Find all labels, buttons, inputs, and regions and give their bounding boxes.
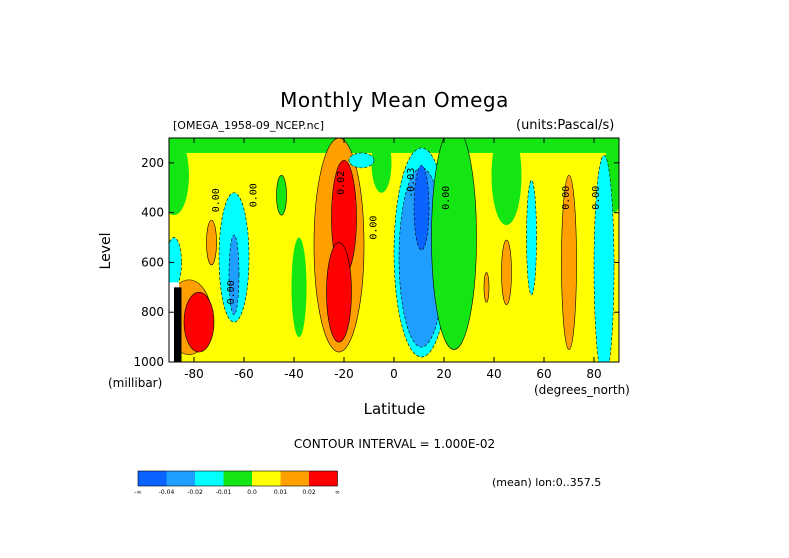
colorbar-label-4: 0.0 <box>247 489 257 496</box>
contour-label-1: 0.00 <box>249 183 260 207</box>
colorbar-label-2: -0.02 <box>187 489 203 496</box>
colorbar-swatch-3 <box>223 471 252 486</box>
field-band-3 <box>491 138 522 226</box>
colorbar-label-1: -0.04 <box>159 489 175 496</box>
y-tick-label-3: 800 <box>141 305 164 319</box>
dataset-label: [OMEGA_1958-09_NCEP.nc] <box>173 119 324 132</box>
units-label: (units:Pascal/s) <box>516 118 615 133</box>
colorbar-label-6: 0.02 <box>302 489 316 496</box>
contour-region-19 <box>593 155 615 362</box>
field-band-0 <box>169 138 189 216</box>
contour-label-6: 0.00 <box>441 186 452 210</box>
contour-label-0: 0.00 <box>211 188 222 212</box>
contour-region-10 <box>348 152 375 169</box>
x-tick-label-7: 60 <box>536 367 551 381</box>
colorbar-label-7: ∞ <box>335 489 340 496</box>
contour-label-7: 0.00 <box>561 186 572 210</box>
contour-region-17 <box>526 180 537 296</box>
contour-region-5 <box>183 292 215 353</box>
field-band-1 <box>291 237 307 338</box>
x-tick-label-8: 80 <box>586 367 601 381</box>
colorbar-swatch-6 <box>309 471 338 486</box>
contour-label-4: 0.00 <box>369 216 380 240</box>
contour-region-9 <box>326 242 352 343</box>
colorbar-swatch-0 <box>138 471 167 486</box>
contour-region-1 <box>206 219 217 266</box>
x-tick-label-3: -20 <box>334 367 354 381</box>
colorbar-swatch-5 <box>280 471 309 486</box>
y-axis-unit: (millibar) <box>108 376 163 390</box>
y-tick-label-2: 600 <box>141 255 164 269</box>
contour-region-15 <box>501 239 512 306</box>
contour-region-14 <box>431 138 477 350</box>
contour-label-5: -0.03 <box>406 168 417 198</box>
mean-longitude-label: (mean) lon:0..357.5 <box>492 476 602 489</box>
x-tick-label-0: -80 <box>184 367 204 381</box>
y-tick-label-1: 400 <box>141 206 164 220</box>
contour-region-16 <box>483 272 490 303</box>
contour-interval-label: CONTOUR INTERVAL = 1.000E-02 <box>293 437 496 451</box>
x-tick-label-2: -40 <box>284 367 304 381</box>
colorbar-label-3: -0.01 <box>216 489 232 496</box>
contour-region-18 <box>561 175 577 350</box>
colorbar-swatch-2 <box>195 471 224 486</box>
x-axis-label: Latitude <box>363 400 426 418</box>
field-band-top <box>169 138 619 153</box>
x-axis-unit: (degrees_north) <box>534 383 630 397</box>
contour-region-13 <box>413 165 430 251</box>
contour-label-8: 0.00 <box>591 186 602 210</box>
colorbar-label-5: 0.01 <box>274 489 288 496</box>
x-tick-label-1: -60 <box>234 367 254 381</box>
contour-label-2: 0.00 <box>226 280 237 304</box>
contour-label-3: 0.02 <box>336 171 347 195</box>
x-tick-label-4: 0 <box>390 367 398 381</box>
x-tick-label-6: 40 <box>486 367 501 381</box>
chart-title: Monthly Mean Omega <box>280 88 509 112</box>
contour-region-3 <box>228 234 240 316</box>
contour-region-6 <box>276 175 287 216</box>
y-tick-label-0: 200 <box>141 156 164 170</box>
x-tick-label-5: 20 <box>436 367 451 381</box>
colorbar-label-0: -∞ <box>134 489 141 496</box>
missing-data-edge <box>174 287 182 362</box>
colorbar-swatch-4 <box>252 471 281 486</box>
y-tick-label-4: 1000 <box>133 355 164 369</box>
colorbar-swatch-1 <box>166 471 195 486</box>
colorbar-frame <box>137 470 338 487</box>
